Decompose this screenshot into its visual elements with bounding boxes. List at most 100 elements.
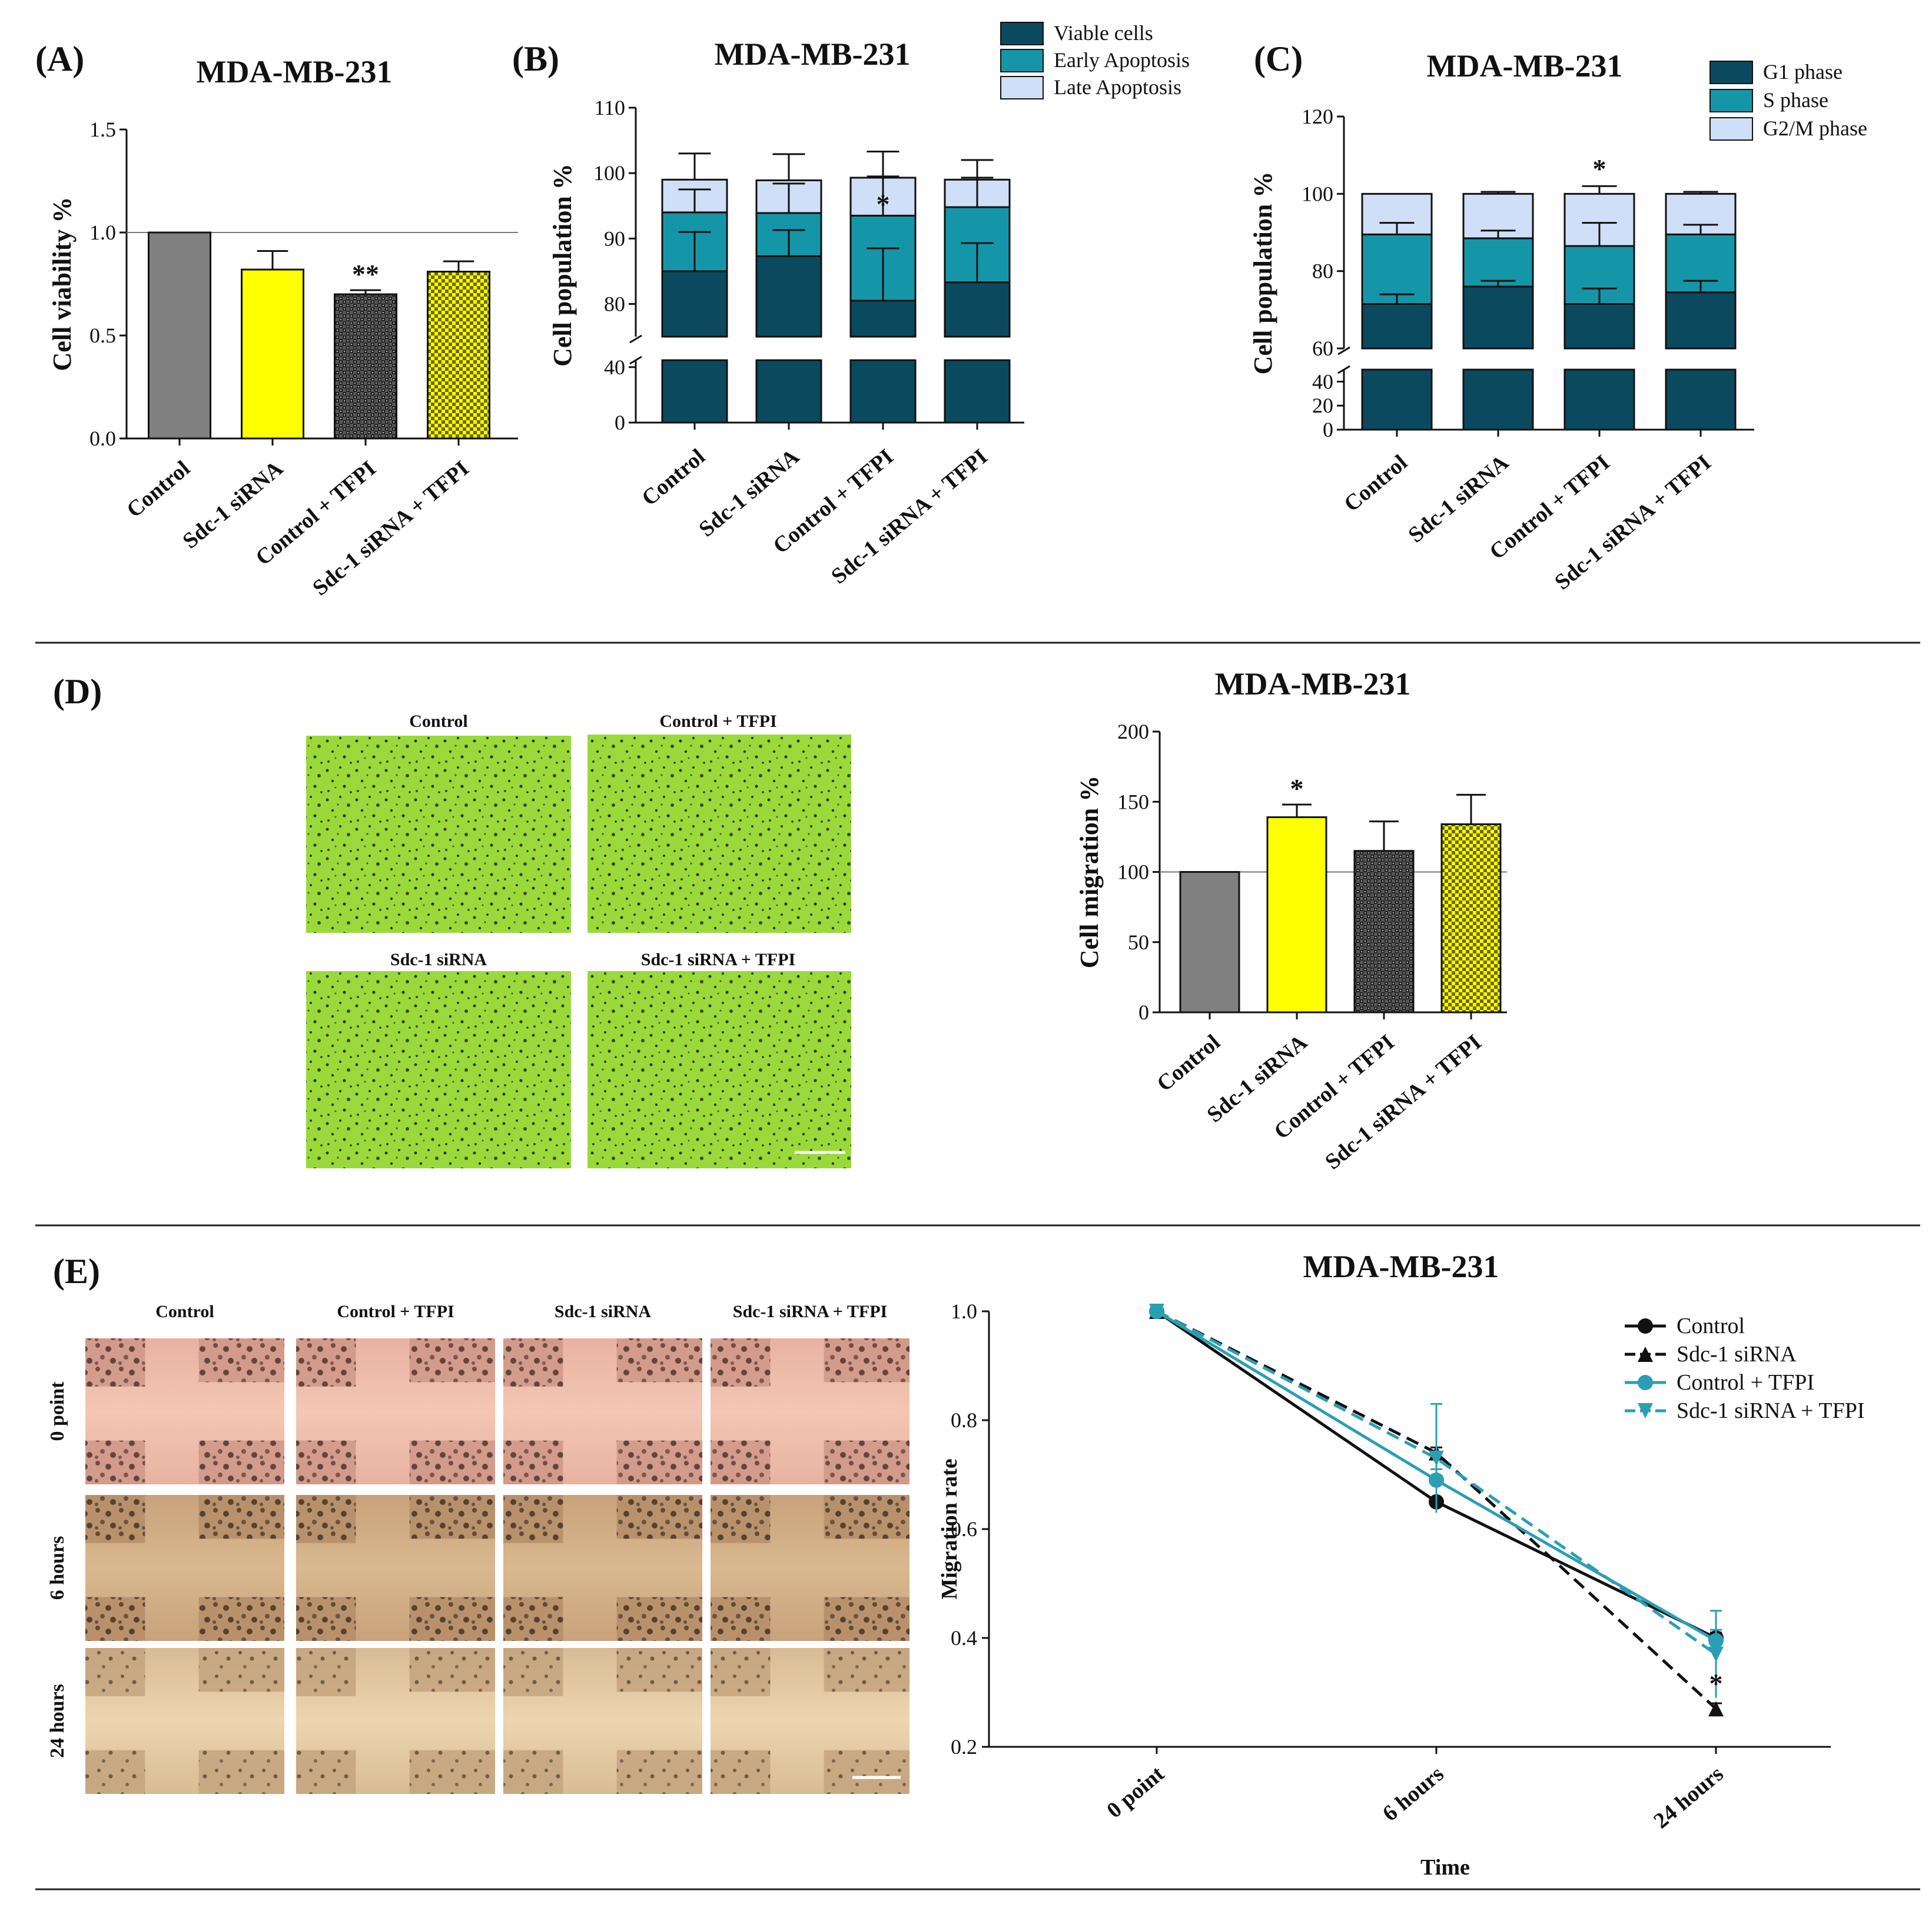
chart-b-bar-lower-2: [849, 359, 917, 424]
chart-a-ytick-3: 1.5: [89, 118, 116, 141]
micrograph-label-control: Control: [409, 712, 467, 731]
micrograph-label-control-tfpi: Control + TFPI: [659, 712, 776, 731]
wound-image-2-3-cells-tr: [824, 1648, 909, 1692]
chart-c-ytick-low-0: 0: [1323, 418, 1333, 441]
chart-b-bar-lower-0: [661, 359, 728, 424]
chart-e-legend-marker-3: [1638, 1403, 1653, 1418]
wound-image-1-0-cells-br: [198, 1597, 284, 1641]
chart-e-series-line-1: [1156, 1310, 1717, 1710]
chart-b-xtick-0: Control: [637, 444, 709, 511]
wound-image-2-1-cells-tl: [296, 1648, 356, 1696]
chart-d-bar-1: [1266, 816, 1327, 1014]
chart-b-ytick-low-0: 0: [615, 411, 625, 434]
wound-image-1-1-cells-tr: [409, 1495, 495, 1539]
wound-column-label-3: Sdc-1 siRNA + TFPI: [733, 1302, 887, 1321]
wound-image-0-2-cells-tr: [616, 1338, 702, 1383]
chart-b-bar-lower-1: [755, 359, 822, 424]
wound-image-0-1-cells-tr: [409, 1338, 495, 1383]
wound-row-label-2: 24 hours: [47, 1684, 68, 1758]
chart-c-bar-3-seg-0: [1665, 291, 1737, 350]
chart-d-ytick-2: 100: [1117, 860, 1149, 884]
chart-e-xlabel: Time: [1420, 1855, 1470, 1880]
chart-c-xtick-0: Control: [1339, 450, 1412, 517]
chart-e-ytick-4: 1.0: [951, 1300, 977, 1323]
panel-a-label: (A): [35, 39, 84, 78]
chart-d-ytick-4: 200: [1117, 720, 1149, 743]
wound-image-0-2-cells-br: [616, 1440, 702, 1484]
chart-b-legend-label-1: Early Apoptosis: [1054, 48, 1190, 72]
chart-d-bar-0: [1179, 871, 1240, 1014]
micrograph-control: [306, 736, 571, 933]
chart-e-ylabel: Migration rate: [937, 1458, 962, 1600]
panel-d-title: MDA-MB-231: [1215, 666, 1411, 702]
chart-c-bar-1-seg-0: [1462, 285, 1534, 350]
chart-a-bar-1: [241, 268, 304, 440]
chart-b-break-mark-2: [629, 355, 642, 365]
chart-d-annotation-1: *: [1290, 773, 1304, 803]
micrograph-label-sdc1: Sdc-1 siRNA: [390, 950, 487, 969]
chart-b-ytick-up-1: 90: [604, 227, 625, 250]
chart-c-legend-label-1: S phase: [1763, 88, 1828, 112]
panel-e-title: MDA-MB-231: [1303, 1249, 1499, 1284]
chart-a-bar-2: [334, 293, 397, 440]
chart-b-break-mark-1: [629, 334, 642, 344]
chart-c-ytick-low-2: 40: [1312, 370, 1333, 393]
wound-image-0-3-cells-tr: [824, 1338, 909, 1383]
chart-c-legend-swatch-0: [1709, 61, 1753, 84]
panel-a-title: MDA-MB-231: [197, 54, 393, 89]
chart-c-xtick-1: Sdc-1 siRNA: [1403, 450, 1513, 547]
chart-d-ytick-0: 0: [1138, 1001, 1149, 1024]
wound-image-2-3-cells-bl: [711, 1750, 771, 1794]
micrograph-sdc1-tfpi: [587, 971, 851, 1168]
wound-column-label-1: Control + TFPI: [337, 1302, 454, 1321]
chart-e-legend-label-1: Sdc-1 siRNA: [1677, 1342, 1797, 1367]
wound-image-0-0-cells-tl: [85, 1338, 145, 1387]
wound-image-1-2-cells-tl: [503, 1495, 563, 1543]
wound-image-2-3-cells-br: [824, 1750, 909, 1794]
wound-image-0-0-cells-br: [198, 1440, 284, 1484]
panel-e-wound-images: Control Control + TFPI Sdc-1 siRNA Sdc-1 si…: [47, 1302, 909, 1794]
wound-image-2-2-cells-bl: [503, 1750, 563, 1794]
chart-e-point-3-2: [1708, 1646, 1724, 1662]
wound-image-1-3-cells-tl: [711, 1495, 771, 1543]
panel-e-label: (E): [53, 1252, 100, 1291]
chart-e-annotation-2: *: [1709, 1668, 1723, 1698]
chart-c-legend-swatch-1: [1709, 89, 1753, 112]
micrograph-sdc1: [306, 971, 571, 1168]
wound-image-0-2-cells-tl: [503, 1338, 563, 1387]
chart-c-bar-lower-0: [1361, 368, 1433, 431]
chart-a-xtick-0: Control: [122, 456, 194, 523]
chart-b-annotation-2: *: [877, 189, 890, 219]
chart-d-ylabel: Cell migration %: [1075, 776, 1104, 969]
wound-image-1-0-cells-tr: [198, 1495, 284, 1539]
wound-image-1-1-cells-tl: [296, 1495, 356, 1543]
wound-image-2-0-cells-tl: [85, 1648, 145, 1696]
chart-e-legend-marker-2: [1638, 1375, 1653, 1390]
wound-image-2-1-cells-tr: [409, 1648, 495, 1692]
wound-image-1-3-cells-tr: [824, 1495, 909, 1539]
wound-image-1-2-cells-bl: [503, 1597, 563, 1641]
panel-b-title: MDA-MB-231: [715, 36, 911, 72]
chart-c-ytick-low-1: 20: [1312, 394, 1333, 417]
chart-e-ytick-0: 0.2: [951, 1735, 977, 1759]
wound-image-2-0-cells-br: [198, 1750, 284, 1794]
chart-d-xtick-0: Control: [1152, 1030, 1224, 1096]
chart-e-xtick-2: 24 hours: [1649, 1762, 1728, 1833]
wound-image-0-1-cells-br: [409, 1440, 495, 1484]
chart-e: 0.2 0.4 0.6 0.8 1.0 0 point 6 hours 24 hours Mig…: [937, 1300, 1865, 1880]
chart-c-bar-lower-2: [1563, 368, 1635, 431]
chart-d-bar-2: [1353, 850, 1415, 1014]
panel-d-micrographs: Control Control + TFPI Sdc-1 siRNA Sdc-1…: [306, 712, 851, 1168]
chart-b-legend-swatch-2: [1000, 76, 1044, 99]
chart-b-legend-swatch-1: [1000, 49, 1044, 72]
chart-c-ytick-up-2: 100: [1302, 182, 1333, 205]
chart-d: 0 50 100 150 200 * Cell migration % Control Sdc-…: [1075, 720, 1507, 1175]
wound-image-1-3-cells-br: [824, 1597, 909, 1641]
wound-image-1-1-cells-bl: [296, 1597, 356, 1641]
wound-image-0-0-cells-bl: [85, 1440, 145, 1484]
wound-image-1-1-cells-br: [409, 1597, 495, 1641]
chart-d-bar-3: [1440, 823, 1502, 1014]
wound-image-0-1-cells-bl: [296, 1440, 356, 1484]
